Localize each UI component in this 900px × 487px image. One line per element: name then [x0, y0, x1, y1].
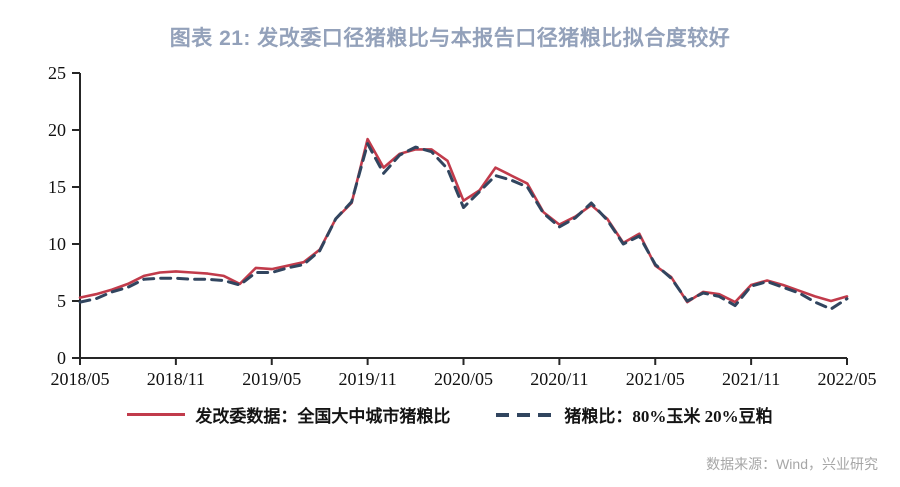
- solid-line-swatch: [127, 413, 186, 416]
- chart-legend: 发改委数据：全国大中城市猪粮比 猪粮比：80%玉米 20%豆粕: [0, 402, 900, 427]
- chart-title: 图表 21: 发改委口径猪粮比与本报告口径猪粮比拟合度较好: [169, 27, 731, 50]
- svg-text:2021/11: 2021/11: [722, 369, 780, 389]
- svg-text:2018/05: 2018/05: [50, 369, 109, 389]
- svg-text:0: 0: [57, 348, 66, 368]
- svg-text:2020/05: 2020/05: [434, 369, 493, 389]
- svg-text:2019/05: 2019/05: [242, 369, 301, 389]
- svg-text:15: 15: [48, 177, 66, 197]
- svg-text:20: 20: [48, 120, 66, 140]
- svg-text:5: 5: [57, 291, 66, 311]
- legend-label-ratio: 猪粮比：80%玉米 20%豆粕: [564, 407, 773, 426]
- svg-text:2022/05: 2022/05: [817, 369, 876, 389]
- svg-text:2020/11: 2020/11: [530, 369, 588, 389]
- svg-text:2021/05: 2021/05: [626, 369, 685, 389]
- data-source-note: 数据来源：Wind，兴业研究: [706, 456, 878, 472]
- dashed-line-swatch: [496, 412, 555, 417]
- legend-item-ratio: 猪粮比：80%玉米 20%豆粕: [496, 402, 773, 427]
- svg-text:25: 25: [48, 63, 66, 83]
- svg-text:2018/11: 2018/11: [147, 369, 205, 389]
- legend-label-ndrc: 发改委数据：全国大中城市猪粮比: [195, 407, 451, 426]
- svg-text:2019/11: 2019/11: [338, 369, 396, 389]
- svg-text:10: 10: [48, 234, 66, 254]
- legend-item-ndrc: 发改委数据：全国大中城市猪粮比: [127, 402, 450, 427]
